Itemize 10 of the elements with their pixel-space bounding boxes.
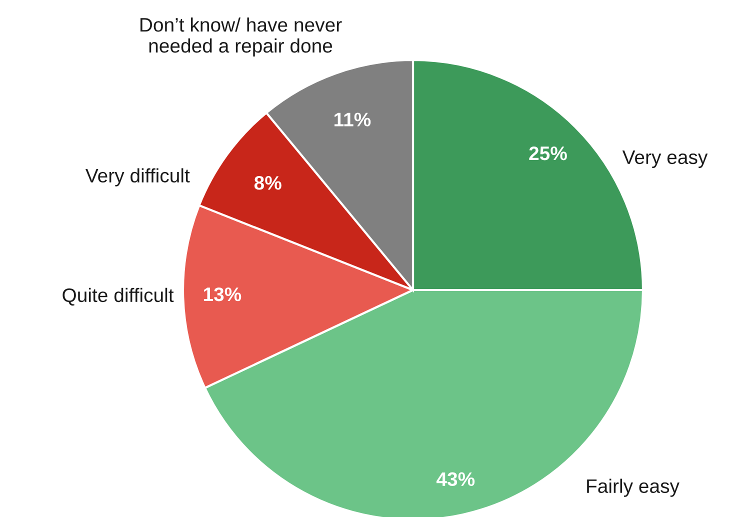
slice-label: Fairly easy [587,478,680,497]
data-label: 43% [436,472,475,486]
data-label: 11% [334,112,371,126]
slice-label: Very easy [622,150,708,168]
slice-label: Very difficult [86,168,190,186]
slice-label: Don’t know/ have never needed a repair done [140,17,342,57]
data-label: 8% [254,176,282,190]
data-label: 25% [529,146,567,160]
data-label: 13% [204,287,242,302]
slice-label: Quite difficult [62,288,174,306]
